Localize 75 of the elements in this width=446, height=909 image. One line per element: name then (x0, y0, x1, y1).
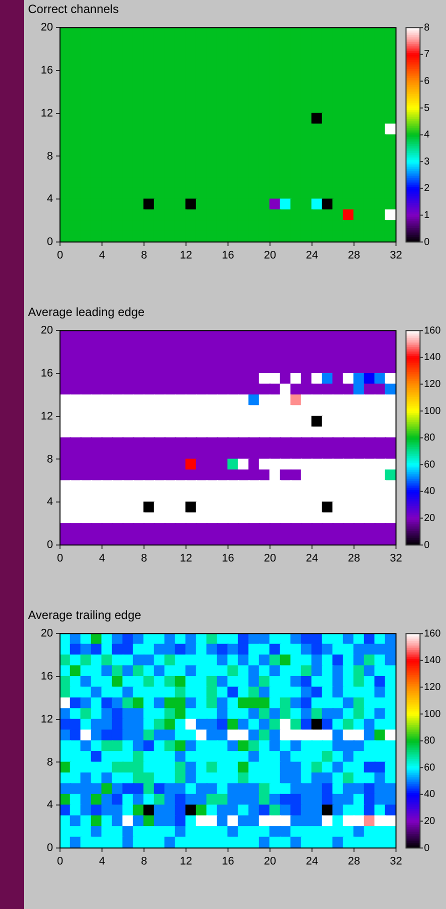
x-tick-label: 20 (264, 856, 276, 868)
y-tick-label: 8 (46, 150, 53, 162)
y-tick-label: 8 (46, 453, 53, 466)
chart-title: Average trailing edge (27, 607, 142, 624)
x-tick-label: 8 (140, 856, 148, 868)
color-bar-label: 60 (424, 762, 436, 774)
x-tick-label: 0 (56, 552, 64, 565)
x-tick-label: 16 (222, 856, 234, 868)
x-tick-label: 28 (348, 856, 360, 868)
color-bar-label: 160 (424, 628, 442, 640)
x-tick-label: 32 (390, 856, 402, 868)
x-tick-label: 28 (348, 552, 360, 565)
x-tick-label: 24 (306, 856, 318, 868)
y-tick-label: 4 (46, 799, 53, 812)
color-bar-label: 0 (424, 540, 430, 551)
x-tick-label: 4 (98, 856, 106, 868)
color-bar-label: 160 (424, 325, 442, 336)
color-bar-label: 20 (424, 816, 436, 827)
color-bar-label: 7 (424, 49, 430, 60)
y-tick-label: 0 (46, 539, 53, 552)
color-bar-label: 5 (424, 102, 430, 114)
chart-title: Average leading edge (27, 304, 146, 321)
x-tick-label: 16 (222, 250, 234, 262)
color-bar-label: 40 (424, 486, 436, 498)
y-tick-label: 0 (46, 236, 53, 248)
y-tick-label: 16 (40, 670, 53, 683)
y-tick-label: 12 (40, 713, 53, 726)
x-tick-label: 12 (180, 552, 192, 565)
y-tick-label: 0 (46, 842, 53, 854)
x-tick-label: 4 (98, 250, 106, 262)
y-tick-label: 4 (46, 496, 53, 508)
y-tick-label: 20 (40, 324, 53, 337)
x-tick-label: 32 (390, 250, 402, 262)
color-bar-label: 100 (424, 708, 442, 720)
color-bar-label: 1 (424, 210, 430, 221)
color-bar-label: 40 (424, 789, 436, 800)
x-tick-label: 8 (140, 250, 148, 262)
y-tick-label: 16 (40, 64, 53, 77)
x-tick-label: 8 (140, 552, 148, 565)
color-bar-label: 0 (424, 236, 430, 248)
color-bar-label: 3 (424, 156, 430, 168)
y-tick-label: 8 (46, 756, 53, 768)
color-bar-label: 140 (424, 655, 442, 666)
y-tick-label: 16 (40, 368, 53, 380)
color-bar-label: 120 (424, 378, 442, 390)
y-tick-label: 4 (46, 193, 53, 206)
color-bar-label: 60 (424, 459, 436, 470)
x-tick-label: 32 (390, 552, 402, 565)
color-bar-label: 80 (424, 736, 436, 747)
x-tick-label: 20 (264, 552, 276, 565)
x-tick-label: 24 (306, 250, 318, 262)
chart-title: Correct channels (27, 1, 120, 18)
x-tick-label: 16 (222, 552, 234, 565)
y-tick-label: 12 (40, 410, 53, 422)
x-tick-label: 0 (56, 856, 64, 868)
color-bar-label: 80 (424, 432, 436, 444)
x-tick-label: 24 (306, 552, 318, 565)
x-tick-label: 0 (56, 250, 64, 262)
color-bar-label: 20 (424, 512, 436, 524)
color-bar-label: 0 (424, 842, 430, 854)
y-tick-label: 20 (40, 22, 53, 34)
color-bar-label: 100 (424, 406, 442, 417)
x-tick-label: 28 (348, 250, 360, 262)
color-bar-label: 2 (424, 183, 430, 194)
color-bar-label: 8 (424, 22, 430, 34)
color-bar-label: 120 (424, 682, 442, 693)
x-tick-label: 4 (98, 552, 106, 565)
color-bar-label: 4 (424, 130, 430, 141)
x-tick-label: 12 (180, 856, 192, 868)
color-bar-label: 140 (424, 352, 442, 364)
x-tick-label: 20 (264, 250, 276, 262)
x-tick-label: 12 (180, 250, 192, 262)
y-tick-label: 20 (40, 628, 53, 640)
color-bar-label: 6 (424, 76, 430, 87)
y-tick-label: 12 (40, 107, 53, 120)
